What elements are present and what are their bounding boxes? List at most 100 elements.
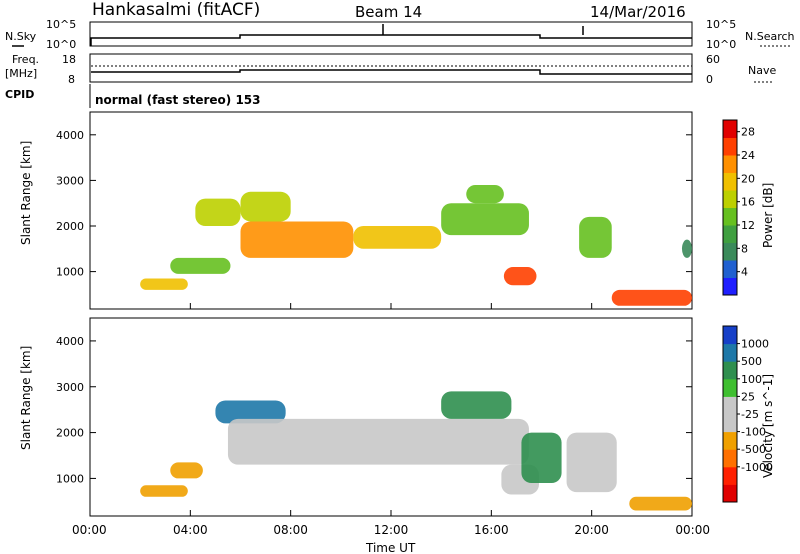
velocity-region-1: [170, 462, 203, 479]
noise-tick-top-right: 10^5: [706, 18, 736, 31]
x-tick-label: 00:00: [72, 523, 107, 537]
power-region-4: [240, 221, 354, 258]
colorbar-tick-label: 1000: [741, 338, 769, 351]
colorbar-tick-label: 16: [741, 196, 755, 209]
power-y-axis: 1000 2000 3000 4000: [56, 129, 692, 279]
velocity-scatter-regions: [140, 391, 692, 511]
colorbar-segment: [723, 431, 737, 450]
power-region-10: [611, 289, 692, 306]
colorbar-tick-label: 8: [741, 242, 748, 255]
noise-panel: N.Sky 10^5 10^0 10^5 10^0 N.Search: [5, 18, 795, 51]
colorbar-segment: [723, 137, 737, 156]
y-tick-label: 3000: [56, 381, 84, 394]
y-tick-label: 3000: [56, 174, 84, 187]
y-tick-label: 2000: [56, 427, 84, 440]
velocity-region-7: [566, 432, 617, 493]
power-region-1: [170, 257, 231, 274]
x-tick-label: 04:00: [173, 523, 208, 537]
freq-tick-18: 18: [62, 53, 76, 66]
colorbar-segment: [723, 277, 737, 296]
colorbar-tick-label: 500: [741, 355, 762, 368]
power-region-3: [240, 191, 291, 222]
colorbar-segment: [723, 466, 737, 485]
velocity-colorbar-label: Velocity [m s^-1]: [761, 374, 775, 478]
nave-tick-0: 0: [706, 73, 713, 86]
y-tick-label: 2000: [56, 220, 84, 233]
noise-sky-trace: [90, 34, 692, 46]
colorbar-tick-label: 28: [741, 126, 755, 139]
freq-label-1: Freq.: [12, 53, 39, 66]
power-region-7: [466, 184, 504, 204]
velocity-y-axis-title: Slant Range [km]: [19, 346, 33, 450]
noise-sky-label: N.Sky: [5, 30, 37, 43]
velocity-region-0: [140, 485, 188, 497]
time-axis-title: Time UT: [365, 541, 416, 554]
frequency-panel: Freq. [MHz] 18 8 60 0 Nave: [5, 53, 776, 86]
velocity-panel: 1000 2000 3000 4000 Slant Range [km] 1000 50…: [19, 317, 775, 517]
colorbar-frame: [722, 119, 738, 296]
freq-tick-8: 8: [68, 73, 75, 86]
colorbar-segment: [723, 343, 737, 362]
power-region-5: [353, 226, 442, 249]
time-axis: 00:00 04:00 08:00 12:00 16:00 20:00 00:00: [72, 303, 710, 537]
colorbar-tick-label: -100: [741, 426, 766, 439]
colorbar-tick-label: 4: [741, 266, 748, 279]
colorbar-segment: [723, 242, 737, 261]
velocity-colorbar: 1000 500 100 25 -25 -100 -500 -1000: [722, 325, 773, 503]
noise-tick-top-left: 10^5: [46, 18, 76, 31]
colorbar-segment: [723, 120, 737, 138]
noise-search-label: N.Search: [745, 30, 795, 43]
colorbar-segment: [723, 190, 737, 208]
colorbar-segment: [723, 484, 737, 503]
nave-label: Nave: [748, 64, 776, 77]
y-tick-label: 1000: [56, 266, 84, 279]
power-region-2: [195, 198, 241, 227]
x-tick-label: 20:00: [574, 523, 609, 537]
station-title: Hankasalmi (fitACF): [92, 0, 260, 20]
colorbar-segment: [723, 225, 737, 243]
colorbar-segment: [723, 326, 737, 345]
power-region-8: [503, 267, 537, 286]
colorbar-segment: [723, 172, 737, 191]
power-colorbar-label: Power [dB]: [761, 183, 775, 248]
colorbar-segment: [723, 449, 737, 468]
power-y-axis-title: Slant Range [km]: [19, 141, 33, 245]
frequency-trace: [91, 69, 692, 75]
beam-label: Beam 14: [355, 3, 422, 21]
velocity-region-4: [441, 391, 512, 419]
velocity-region-6: [521, 432, 562, 483]
colorbar-tick-label: 100: [741, 373, 762, 386]
power-panel: 1000 2000 3000 4000 Slant Range [km] 4 8 12 16…: [19, 111, 775, 310]
colorbar-tick-label: 24: [741, 149, 755, 162]
velocity-region-8: [629, 496, 692, 511]
freq-label-2: [MHz]: [5, 67, 37, 80]
x-tick-label: 00:00: [675, 523, 710, 537]
colorbar-tick-label: -25: [741, 408, 759, 421]
colorbar-tick-label: -500: [741, 443, 766, 456]
colorbar-tick-label: 25: [741, 390, 755, 403]
colorbar-segment: [723, 378, 737, 397]
velocity-region-2: [215, 400, 286, 424]
power-region-9: [579, 216, 612, 258]
colorbar-tick-label: -1000: [741, 461, 773, 474]
power-colorbar: 4 8 12 16 20 24 28: [722, 119, 755, 296]
y-tick-label: 1000: [56, 472, 84, 485]
colorbar-tick-label: 20: [741, 172, 755, 185]
y-tick-label: 4000: [56, 335, 84, 348]
cpid-text: normal (fast stereo) 153: [95, 93, 261, 107]
noise-tick-bottom-left: 10^0: [46, 38, 76, 51]
colorbar-segment: [723, 396, 737, 415]
date-label: 14/Mar/2016: [590, 3, 686, 21]
x-tick-label: 08:00: [273, 523, 308, 537]
colorbar-segment: [723, 155, 737, 173]
y-tick-label: 4000: [56, 129, 84, 142]
colorbar-segment: [723, 260, 737, 278]
noise-tick-bottom-right: 10^0: [706, 38, 736, 51]
x-tick-label: 16:00: [474, 523, 509, 537]
colorbar-segment: [723, 361, 737, 380]
colorbar-segment: [723, 414, 737, 433]
x-tick-label: 12:00: [374, 523, 409, 537]
power-region-0: [140, 278, 188, 290]
cpid-label: CPID: [5, 88, 34, 101]
